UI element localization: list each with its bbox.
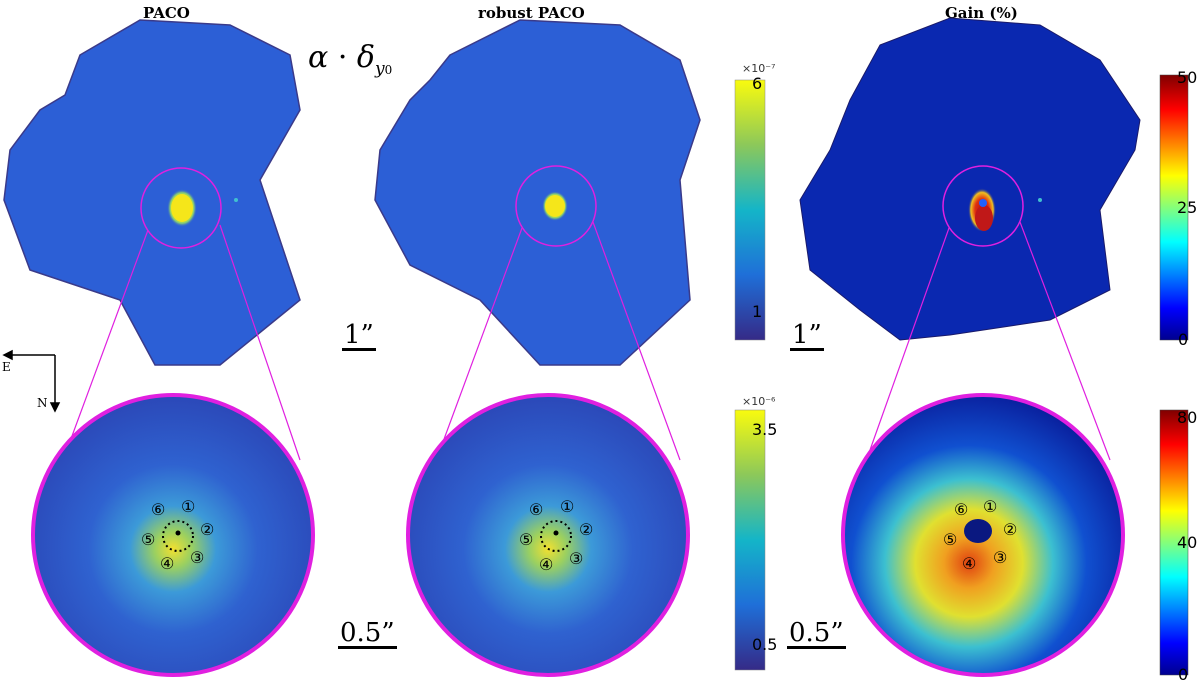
marker-1: ① (983, 497, 998, 516)
marker-6: ⑥ (151, 500, 166, 519)
robust-paco-title: robust PACO (478, 4, 585, 22)
paco-field (3, 19, 301, 366)
marker-5: ⑤ (141, 530, 156, 549)
cbar-bottom-mid-tick-low: 0.5 (752, 635, 778, 654)
colorbar-top-mid (734, 79, 766, 341)
marker-2: ② (200, 520, 215, 539)
cbar-top-right-tick-low: 0 (1178, 330, 1189, 349)
robust-paco-zoom (406, 393, 690, 677)
gain-title: Gain (%) (945, 4, 1018, 22)
marker-6: ⑥ (954, 500, 969, 519)
colorbar-top-right (1159, 74, 1189, 341)
cbar-top-mid-tick-low: 1 (752, 302, 763, 321)
formula-delta: δ (356, 40, 375, 75)
cbar-bottom-mid-tick-high: 3.5 (752, 420, 778, 439)
marker-2: ② (579, 520, 594, 539)
formula-alpha: α (308, 40, 329, 75)
paco-zoom-circle (140, 167, 222, 249)
robust-paco-field (374, 19, 701, 366)
robust-zoom-circle (515, 165, 597, 247)
cbar-bottom-right-tick-mid: 40 (1177, 533, 1198, 552)
zoom-connectors (64, 221, 1111, 461)
formula-sub: y (374, 59, 385, 79)
marker-3: ③ (993, 548, 1008, 567)
marker-1: ① (181, 497, 196, 516)
marker-4: ④ (160, 554, 175, 573)
compass-arrows (2, 349, 61, 413)
cbar-top-mid-exponent: ×10⁻⁷ (742, 62, 776, 75)
gain-zoom-circle (942, 165, 1024, 247)
cbar-top-right-tick-high: 50 (1177, 68, 1198, 87)
gain-zoom (841, 393, 1125, 677)
scalebar-1arcsec-right: 1” (790, 320, 824, 351)
cbar-bottom-right-tick-low: 0 (1178, 665, 1189, 684)
formula-subsub: 0 (384, 63, 393, 77)
colorbar-bottom-right (1159, 409, 1189, 676)
scalebar-05arcsec-left: 0.5” (338, 618, 397, 649)
formula-dot: · (337, 40, 348, 75)
scalebar-05arcsec-right: 0.5” (787, 618, 846, 649)
colorbar-bottom-mid (734, 409, 766, 671)
marker-6: ⑥ (529, 500, 544, 519)
marker-3: ③ (190, 548, 205, 567)
cbar-top-mid-tick-high: 6 (752, 74, 763, 93)
compass-north-label: N (37, 396, 48, 410)
gain-field (799, 17, 1141, 341)
marker-5: ⑤ (519, 530, 534, 549)
paco-title: PACO (143, 4, 190, 22)
cbar-bottom-right-tick-high: 80 (1177, 408, 1198, 427)
cbar-bottom-mid-exponent: ×10⁻⁶ (742, 395, 776, 408)
formula-label: α · δy0 (308, 40, 392, 79)
marker-2: ② (1003, 520, 1018, 539)
marker-4: ④ (539, 555, 554, 574)
marker-4: ④ (962, 554, 977, 573)
compass-east-label: E (2, 360, 11, 374)
marker-3: ③ (569, 549, 584, 568)
paco-zoom (31, 393, 315, 677)
scalebar-1arcsec-left: 1” (342, 320, 376, 351)
marker-5: ⑤ (943, 530, 958, 549)
cbar-top-right-tick-mid: 25 (1177, 198, 1198, 217)
marker-1: ① (560, 497, 575, 516)
